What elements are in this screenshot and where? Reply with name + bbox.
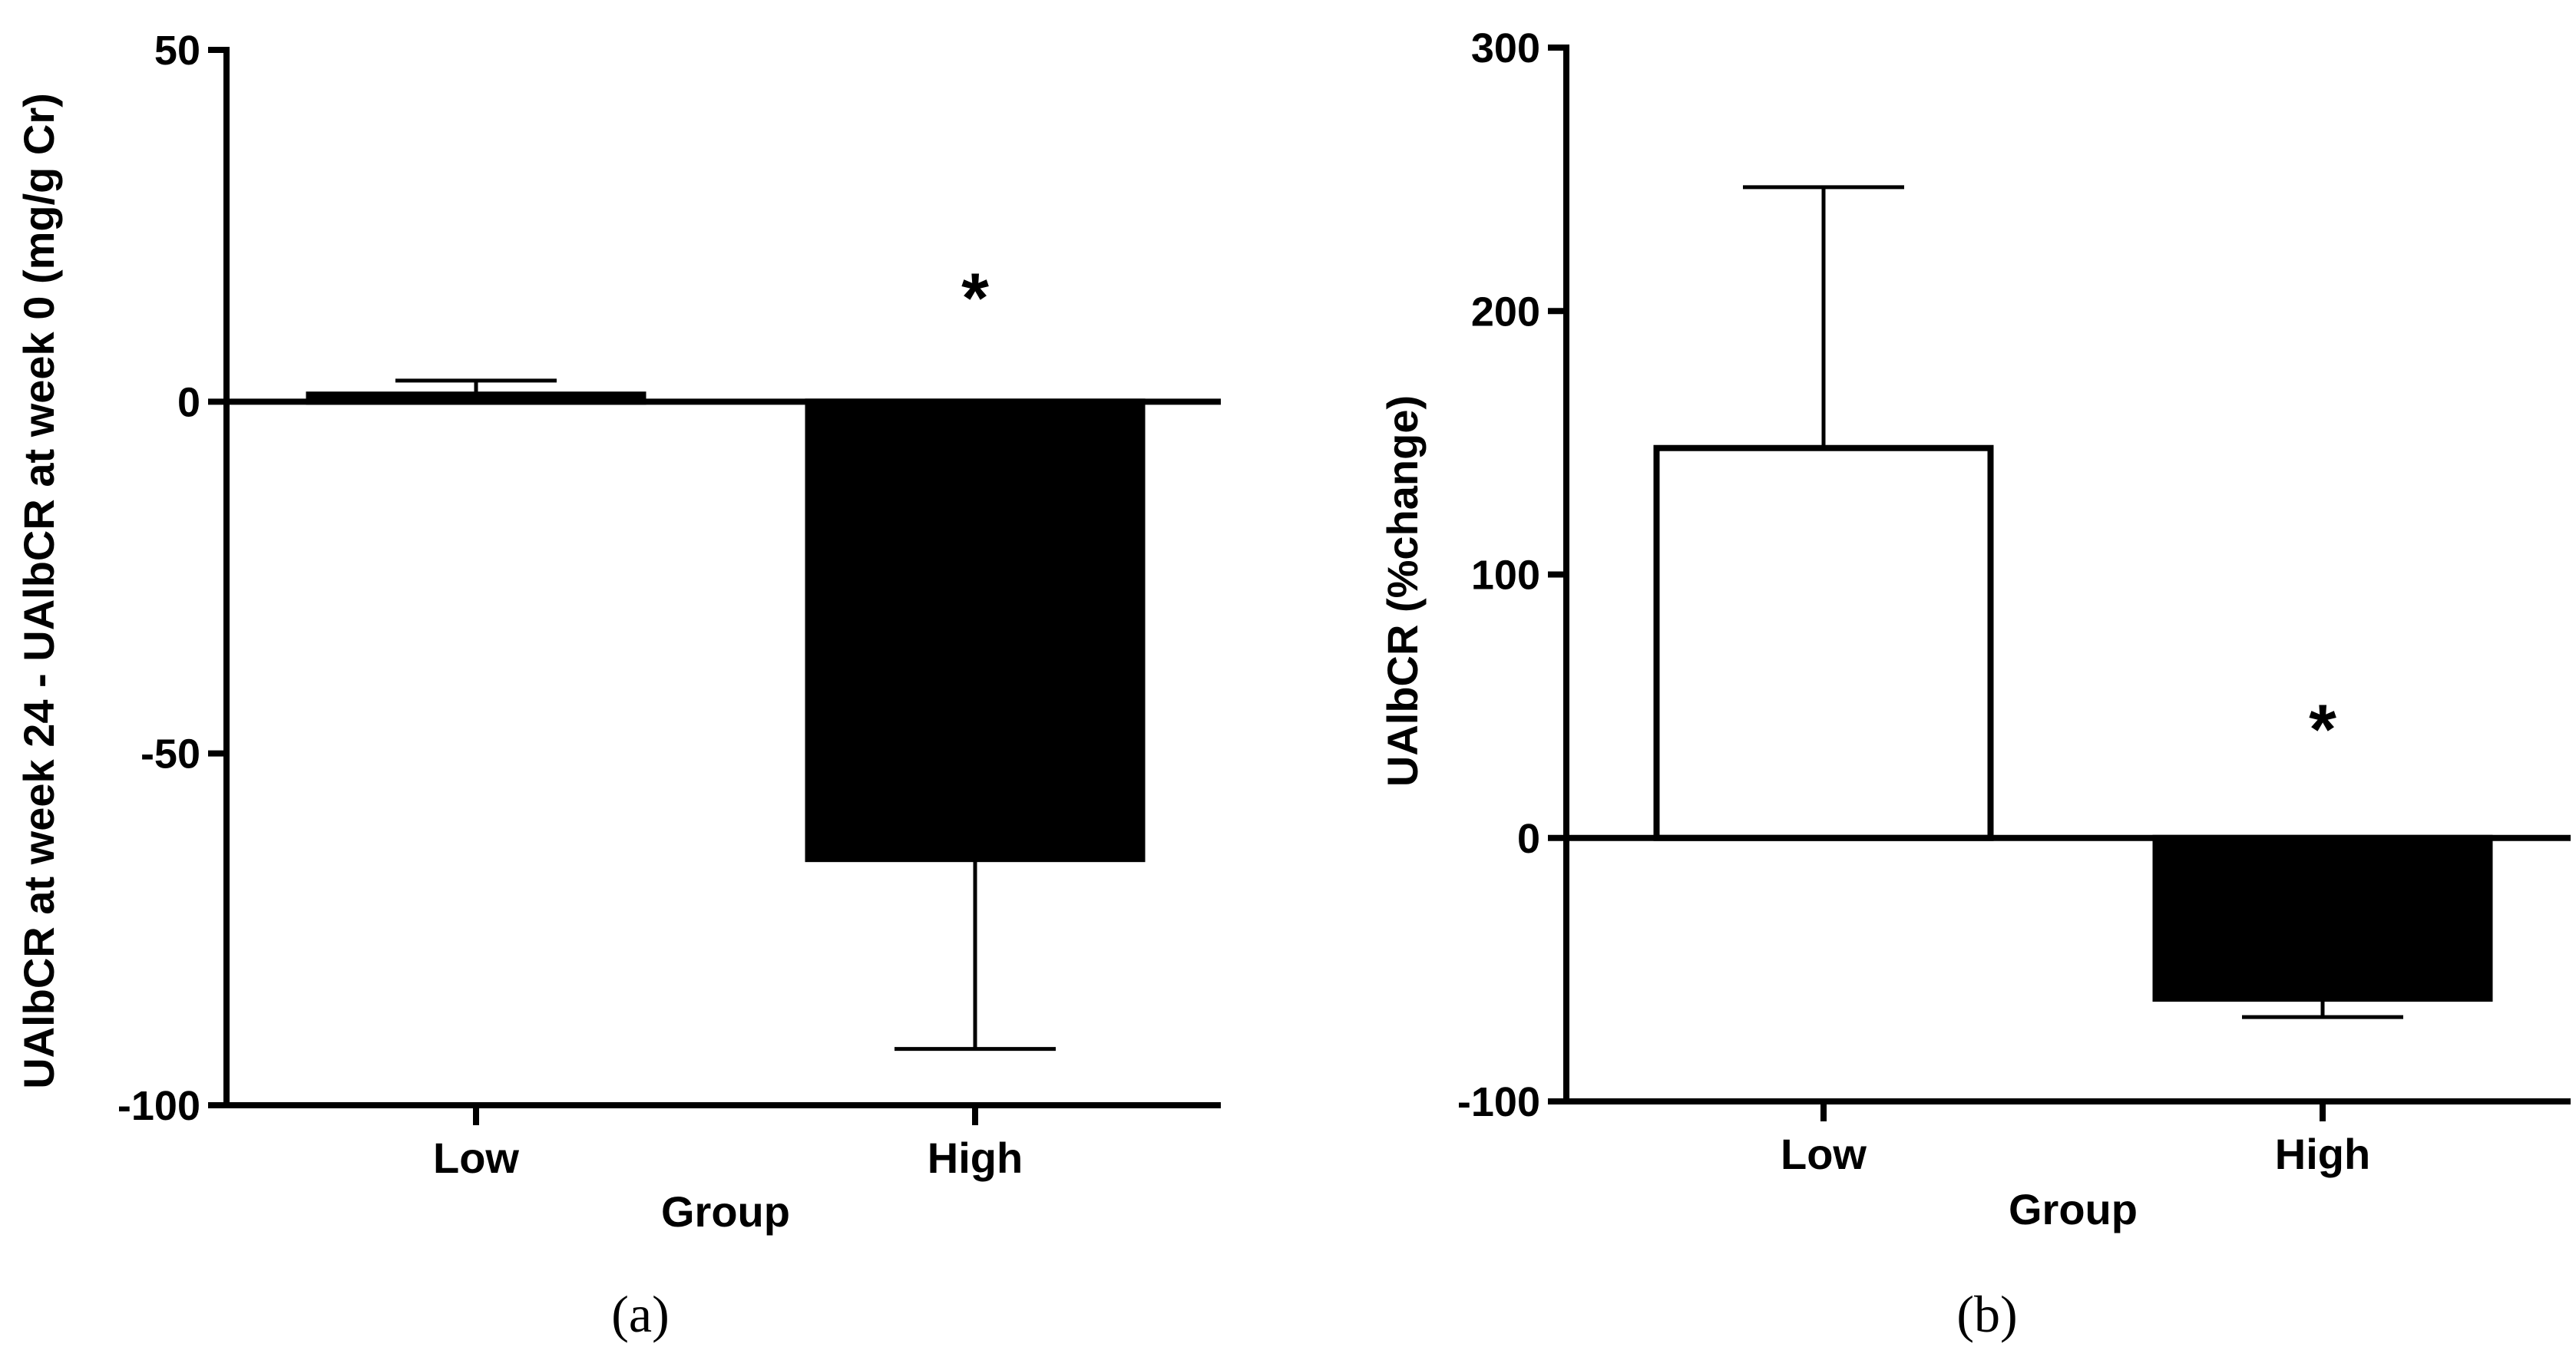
panel-label: (b) — [1956, 1285, 2017, 1343]
significance-mark: * — [2309, 691, 2336, 769]
y-tick-label: 50 — [154, 28, 200, 74]
bar-low — [1653, 444, 1994, 841]
y-axis-title: UAlbCR (%change) — [1378, 395, 1427, 787]
y-tick-label: -50 — [141, 731, 200, 778]
chart-panel-a: UAlbCR at week 24 - UAlbCR at week 0 (mg… — [15, 28, 1221, 1343]
x-tick-label: High — [2275, 1130, 2370, 1178]
x-tick-label: Low — [1781, 1130, 1867, 1178]
chart-panel-b: UAlbCR (%change) Group (b) 300 200 100 0 -10… — [1378, 25, 2571, 1343]
y-tick-label: -100 — [1457, 1079, 1540, 1125]
y-tick-label: -100 — [117, 1083, 200, 1129]
x-axis-title: Group — [661, 1187, 790, 1236]
panel-label: (a) — [611, 1285, 669, 1343]
x-tick-label: High — [928, 1134, 1023, 1182]
significance-mark: * — [961, 259, 989, 338]
bar-high — [805, 398, 1146, 863]
x-axis-title: Group — [2009, 1185, 2138, 1233]
y-tick-label: 200 — [1471, 289, 1540, 335]
y-tick-label: 0 — [1517, 816, 1540, 862]
x-tick-label: Low — [433, 1134, 519, 1182]
y-tick-label: 300 — [1471, 25, 1540, 71]
y-axis-title: UAlbCR at week 24 - UAlbCR at week 0 (mg… — [15, 93, 63, 1089]
bar-high — [2152, 834, 2493, 1002]
y-tick-label: 100 — [1471, 553, 1540, 599]
y-tick-label: 0 — [177, 379, 200, 425]
